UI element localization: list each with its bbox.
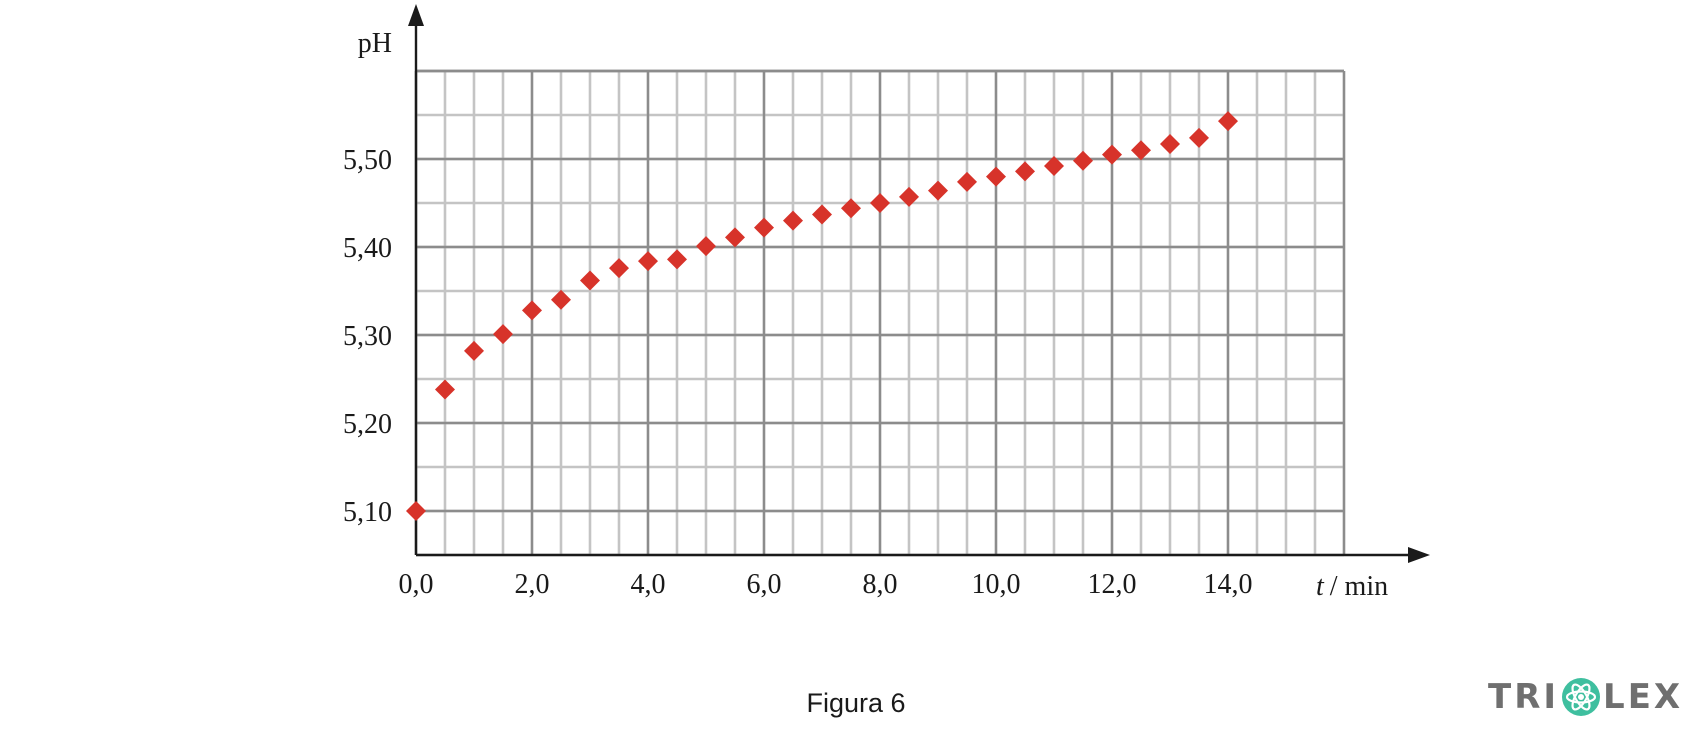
data-points <box>406 111 1238 521</box>
y-tick-label: 5,20 <box>343 409 392 440</box>
atom-icon <box>1562 678 1601 716</box>
x-tick-label: 0,0 <box>399 569 434 600</box>
triolex-logo: TRI LEX <box>1488 672 1683 722</box>
x-tick-label: 8,0 <box>863 569 898 600</box>
data-point <box>1015 161 1035 182</box>
x-axis-arrow <box>1408 547 1430 563</box>
x-axis-unit: / min <box>1330 571 1388 602</box>
y-tick-label: 5,50 <box>343 145 392 176</box>
x-tick-label: 4,0 <box>631 569 666 600</box>
data-point <box>667 249 687 270</box>
data-point <box>1160 134 1180 155</box>
data-point <box>609 258 629 279</box>
x-tick-labels: 0,0 2,0 4,0 6,0 8,0 10,0 12,0 14,0 <box>399 569 1253 600</box>
data-point <box>493 324 513 345</box>
data-point <box>928 180 948 201</box>
data-point <box>1131 140 1151 161</box>
data-point <box>406 501 426 521</box>
data-point <box>841 198 861 219</box>
axes <box>408 4 1430 563</box>
data-point <box>1044 156 1064 177</box>
x-tick-label: 12,0 <box>1088 569 1137 600</box>
data-point <box>551 289 571 310</box>
x-tick-label: 2,0 <box>515 569 550 600</box>
y-tick-labels: 5,10 5,20 5,30 5,40 5,50 <box>343 145 392 528</box>
data-point <box>986 166 1006 187</box>
data-point <box>957 171 977 192</box>
y-tick-label: 5,30 <box>343 321 392 352</box>
data-point <box>1218 111 1238 132</box>
data-point <box>464 340 484 361</box>
x-tick-label: 14,0 <box>1204 569 1253 600</box>
y-tick-label: 5,10 <box>343 497 392 528</box>
data-point <box>1189 127 1209 148</box>
x-axis-title: t / min <box>1316 571 1388 602</box>
data-point <box>638 251 658 272</box>
data-point <box>725 227 745 248</box>
y-tick-label: 5,40 <box>343 233 392 264</box>
data-point <box>754 217 774 238</box>
data-point <box>580 270 600 291</box>
data-point <box>1102 144 1122 165</box>
data-point <box>783 210 803 231</box>
data-point <box>870 193 890 213</box>
logo-text-left: TRI <box>1488 677 1560 717</box>
y-axis-title: pH <box>358 28 392 59</box>
x-tick-label: 10,0 <box>972 569 1021 600</box>
x-axis-variable: t <box>1316 571 1325 602</box>
data-point <box>812 204 832 225</box>
data-point <box>696 236 716 257</box>
data-point <box>1073 150 1093 171</box>
y-axis-arrow <box>408 4 424 26</box>
x-tick-label: 6,0 <box>747 569 782 600</box>
data-point <box>435 379 455 400</box>
data-point <box>899 186 919 207</box>
grid-major-lines <box>414 69 1346 555</box>
logo-text-right: LEX <box>1603 677 1684 717</box>
data-point <box>522 300 542 321</box>
figure-caption: Figura 6 <box>806 688 906 718</box>
